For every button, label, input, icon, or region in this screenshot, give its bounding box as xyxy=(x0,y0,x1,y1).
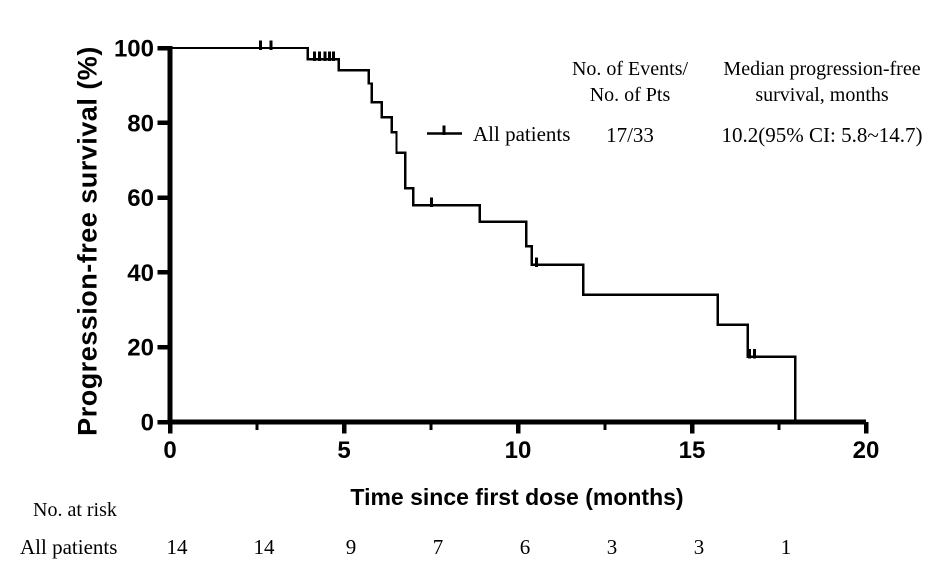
stats-header-events-line2: No. of Pts xyxy=(589,84,671,106)
risk-count: 3 xyxy=(693,535,705,559)
risk-table-title: No. at risk xyxy=(33,499,117,521)
risk-count: 14 xyxy=(253,535,275,559)
stats-value-median: 10.2(95% CI: 5.8~14.7) xyxy=(721,123,923,147)
y-tick-label: 60 xyxy=(127,185,154,212)
stats-header-median-line2: survival, months xyxy=(755,84,889,106)
stats-header-median: Median progression-free survival, months xyxy=(723,56,920,108)
x-tick-label: 0 xyxy=(163,437,176,464)
stats-value-events: 17/33 xyxy=(606,123,654,147)
y-tick-label: 100 xyxy=(114,36,154,63)
x-tick-label: 5 xyxy=(337,437,350,464)
risk-count: 3 xyxy=(606,535,618,559)
axis-ticks xyxy=(157,45,869,434)
km-curve xyxy=(170,46,797,422)
axis-tick-labels: 0 5 10 15 20 0 20 40 60 80 100 xyxy=(114,36,879,465)
y-tick-label: 0 xyxy=(141,410,154,437)
risk-table-row-label: All patients xyxy=(20,535,118,559)
risk-count: 6 xyxy=(519,535,531,559)
risk-count: 7 xyxy=(432,535,444,559)
stats-header-events-line1: No. of Events/ xyxy=(571,58,689,80)
y-tick-label: 80 xyxy=(127,110,154,137)
risk-count: 14 xyxy=(166,535,188,559)
legend-label: All patients xyxy=(473,122,571,146)
x-axis-title: Time since first dose (months) xyxy=(350,484,684,510)
stats-header-events: No. of Events/ No. of Pts xyxy=(572,56,688,108)
y-tick-label: 20 xyxy=(127,335,154,362)
y-axis-title: Progression-free survival (%) xyxy=(72,46,103,436)
x-tick-label: 20 xyxy=(853,437,880,464)
x-tick-label: 10 xyxy=(505,437,532,464)
risk-count: 1 xyxy=(780,535,792,559)
y-tick-label: 40 xyxy=(127,260,154,287)
censor-marks xyxy=(258,40,757,359)
stats-header-median-line1: Median progression-free xyxy=(723,58,921,80)
x-tick-label: 15 xyxy=(679,437,706,464)
risk-count: 9 xyxy=(345,535,357,559)
legend-symbol xyxy=(427,125,462,135)
risk-table-values: 14 14 9 7 6 3 3 1 xyxy=(0,535,931,563)
